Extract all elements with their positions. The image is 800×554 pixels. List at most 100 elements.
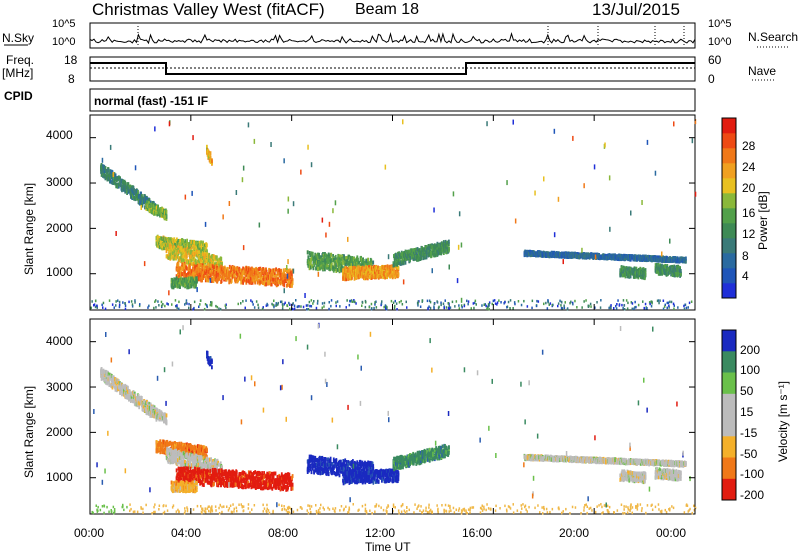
ground-scatter-cell xyxy=(370,307,373,311)
echo-cell xyxy=(657,266,660,271)
echo-cell xyxy=(193,276,196,281)
ground-scatter-cell xyxy=(317,299,319,303)
echo-cell xyxy=(242,280,244,285)
echo-cell xyxy=(163,208,165,213)
echo-cell xyxy=(214,270,217,275)
echo-cell xyxy=(263,282,266,287)
velocity-cbar-tick: -100 xyxy=(740,467,765,481)
ground-scatter-cell xyxy=(473,301,476,305)
echo-cell xyxy=(344,268,347,273)
echo-cell xyxy=(370,269,373,274)
echo-cell xyxy=(249,267,251,272)
echo-cell xyxy=(177,249,180,254)
echo-cell xyxy=(323,258,326,263)
echo-cell xyxy=(324,253,327,258)
echo-cell xyxy=(430,251,432,256)
echo-cell xyxy=(352,261,355,265)
ground-scatter-cell xyxy=(634,306,636,309)
echo-cell xyxy=(180,256,183,261)
echo-cell xyxy=(404,260,407,265)
echo-cell xyxy=(665,272,668,277)
echo-cell xyxy=(179,285,181,289)
echo-cell xyxy=(228,278,231,283)
echo-cell xyxy=(119,176,121,181)
echo-cell xyxy=(258,267,260,271)
echo-cell xyxy=(310,256,313,261)
echo-cell xyxy=(205,269,208,274)
xtick-6: 00:00 xyxy=(656,526,687,540)
echo-cell xyxy=(318,255,321,260)
ground-scatter-cell xyxy=(394,299,396,303)
echo-cell xyxy=(259,266,262,271)
echo-cell xyxy=(368,265,370,269)
noise-tick-high-left: 10^5 xyxy=(52,18,76,30)
echo-cell xyxy=(315,266,318,271)
ground-scatter-cell xyxy=(670,300,673,304)
ground-scatter-cell xyxy=(438,305,440,309)
echo-cell xyxy=(221,262,223,267)
echo-cell xyxy=(174,252,177,257)
ground-scatter-cell xyxy=(444,299,446,302)
ground-scatter-cell xyxy=(583,300,585,303)
echo-cell xyxy=(286,283,288,288)
power-cbar-tick: 16 xyxy=(742,206,756,220)
ground-scatter-cell xyxy=(315,306,318,310)
ground-scatter-cell xyxy=(224,304,227,307)
echo-cell xyxy=(253,278,255,283)
ground-scatter-cell xyxy=(658,301,660,305)
echo-cell xyxy=(433,243,436,248)
echo-cell xyxy=(256,277,259,282)
ground-scatter-cell xyxy=(570,300,572,304)
echo-cell xyxy=(359,274,362,279)
echo-cell xyxy=(307,255,310,260)
echo-cell xyxy=(192,268,194,273)
ground-scatter-cell xyxy=(124,307,127,311)
echo-cell xyxy=(193,252,196,256)
echo-cell xyxy=(376,271,379,276)
echo-cell xyxy=(670,272,672,277)
ground-scatter-cell xyxy=(662,299,665,302)
echo-cell xyxy=(291,269,294,274)
echo-cell xyxy=(175,256,177,261)
echo-cell xyxy=(411,255,413,260)
ground-scatter-cell xyxy=(488,307,490,311)
echo-cell xyxy=(362,266,365,271)
echo-cell xyxy=(405,256,407,261)
ground-scatter-cell xyxy=(563,306,566,310)
ground-scatter-cell xyxy=(286,304,289,308)
echo-cell xyxy=(194,244,197,248)
ground-scatter-cell xyxy=(648,301,651,304)
ground-scatter-cell xyxy=(481,304,483,307)
echo-cell xyxy=(669,269,672,274)
velocity-cbar-tick: 200 xyxy=(740,343,761,357)
echo-cell xyxy=(129,185,132,190)
noise-sky-label: N.Sky xyxy=(2,31,35,45)
echo-cell xyxy=(232,270,234,275)
echo-cell xyxy=(113,172,116,177)
ground-scatter-cell xyxy=(557,304,559,308)
echo-cell xyxy=(189,250,192,255)
echo-cell xyxy=(321,260,324,265)
echo-cell xyxy=(182,244,185,249)
velocity-cbar-tick: -50 xyxy=(740,447,758,461)
echo-cell xyxy=(310,265,312,270)
echo-cell xyxy=(291,275,293,280)
echo-cell xyxy=(198,260,201,265)
ground-scatter-cell xyxy=(176,306,178,309)
echo-cell xyxy=(124,184,127,189)
echo-cell xyxy=(206,144,208,149)
echo-cell xyxy=(418,248,421,253)
echo-cell xyxy=(265,276,268,281)
echo-cell xyxy=(209,263,212,268)
echo-cell xyxy=(358,274,360,279)
ground-scatter-cell xyxy=(683,307,686,310)
ground-scatter-cell xyxy=(175,304,177,308)
ground-scatter-cell xyxy=(188,306,190,310)
echo-cell xyxy=(179,266,182,271)
echo-cell xyxy=(203,274,206,279)
echo-cell xyxy=(348,276,351,280)
ground-scatter-cell xyxy=(622,306,624,310)
beam-label: Beam 18 xyxy=(355,1,420,18)
echo-cell xyxy=(176,237,178,242)
echo-cell xyxy=(197,277,200,282)
